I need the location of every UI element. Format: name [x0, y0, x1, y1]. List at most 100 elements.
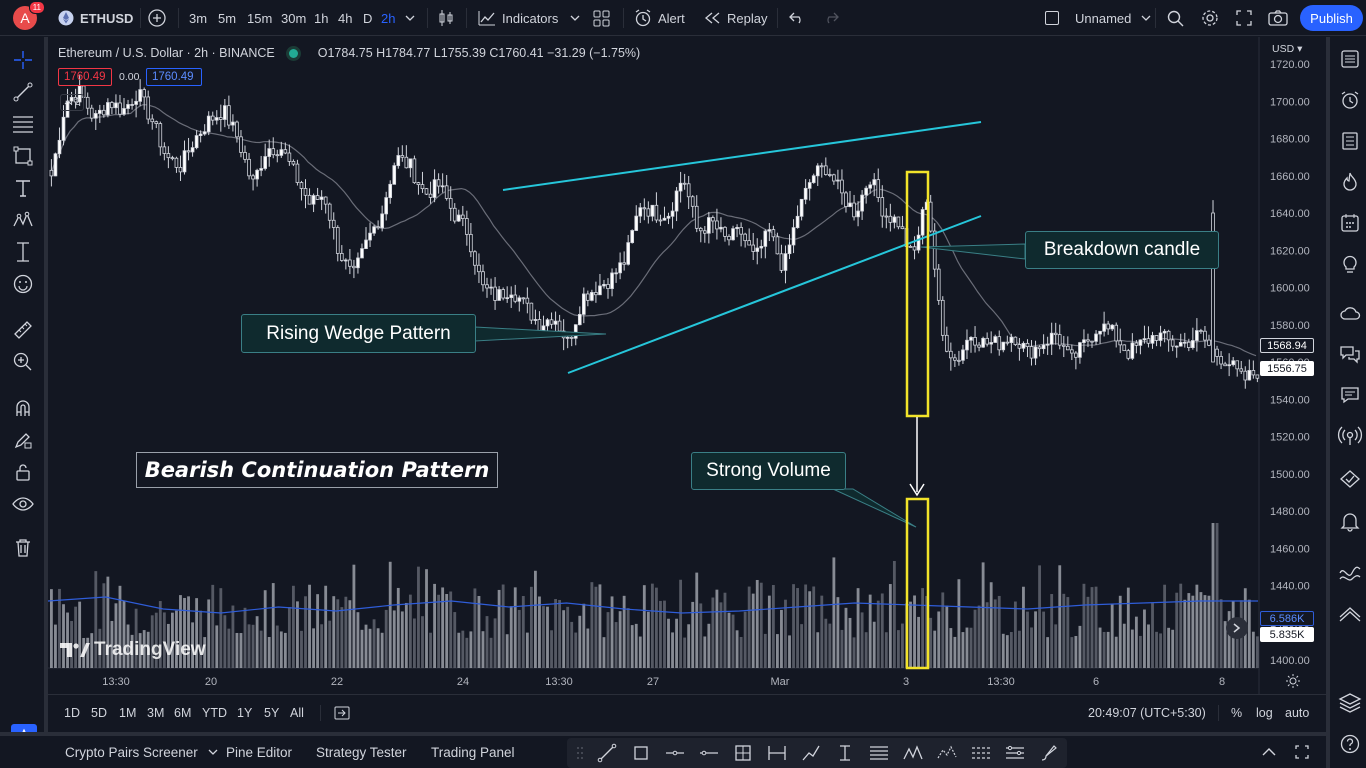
interval-1h[interactable]: 1h [314, 10, 329, 26]
streams-button[interactable] [1336, 299, 1364, 327]
range-ytd[interactable]: YTD [202, 706, 227, 720]
layout-name-button[interactable]: Unnamed [1075, 0, 1151, 36]
chart-settings-button[interactable] [1286, 674, 1300, 693]
chart-type-button[interactable] [438, 0, 454, 36]
fullscreen-button[interactable] [1236, 0, 1252, 36]
range-5y[interactable]: 5Y [264, 706, 280, 720]
hotlists-button[interactable] [1336, 168, 1364, 196]
legend-collapse-button[interactable]: 2 [60, 94, 84, 111]
collapse-panel-button[interactable] [1262, 736, 1276, 768]
screener-button[interactable] [1336, 599, 1364, 627]
fav-horizontal-ray[interactable] [696, 741, 722, 765]
broadcast-button[interactable] [1336, 422, 1364, 450]
redo-button[interactable] [823, 0, 839, 36]
notes-button[interactable] [1336, 381, 1364, 409]
currency-selector[interactable]: USD ▾ [1272, 43, 1303, 55]
trend-line-tool[interactable] [10, 79, 36, 105]
calendar-button[interactable] [1336, 209, 1364, 237]
fib-tool[interactable] [10, 111, 36, 137]
magnet-tool[interactable] [10, 395, 36, 421]
signals-button[interactable] [1336, 465, 1364, 493]
ideas-button[interactable] [1336, 250, 1364, 278]
templates-button[interactable] [593, 0, 610, 36]
fav-fib-retracement[interactable] [866, 741, 892, 765]
range-1y[interactable]: 1Y [237, 706, 253, 720]
fav-crossframe[interactable] [730, 741, 756, 765]
fav-brush[interactable] [1036, 741, 1062, 765]
symbol-search-button[interactable]: ETHUSD [58, 0, 133, 36]
range-1d[interactable]: 1D [64, 706, 80, 720]
lock-drawings-tool[interactable] [10, 459, 36, 485]
interval-30m[interactable]: 30m [281, 10, 307, 26]
interval-3m[interactable]: 3m [189, 10, 208, 26]
alert-button[interactable]: Alert [634, 0, 685, 36]
pine-scripts-button[interactable] [1336, 559, 1364, 587]
auto-scale-toggle[interactable]: auto [1285, 706, 1310, 720]
prediction-tool[interactable] [10, 239, 36, 265]
bearish-continuation-label[interactable]: Bearish Continuation Pattern [136, 452, 498, 488]
interval-dropdown[interactable] [405, 0, 415, 36]
watchlist-button[interactable] [1336, 45, 1364, 73]
price-chart[interactable]: 1720.00 1700.00 1680.00 1660.00 1640.00 1620.… [47, 37, 1326, 694]
range-5d[interactable]: 5D [91, 706, 107, 720]
undo-button[interactable] [789, 0, 805, 36]
range-all[interactable]: All [290, 706, 304, 720]
patterns-tool[interactable] [10, 207, 36, 233]
range-1m[interactable]: 1M [119, 706, 137, 720]
fav-price-range[interactable] [832, 741, 858, 765]
sell-price[interactable]: 1760.49 [58, 68, 112, 86]
layout-toggle-checkbox[interactable] [1045, 0, 1059, 36]
tab-trading-panel[interactable]: Trading Panel [431, 744, 515, 760]
interval-5m[interactable]: 5m [218, 10, 237, 26]
maximize-panel-button[interactable] [1295, 736, 1309, 768]
notifications-button[interactable] [1336, 507, 1364, 535]
fav-xabcd-pattern[interactable] [900, 741, 926, 765]
go-to-date-button[interactable] [334, 695, 350, 731]
interval-d[interactable]: D [363, 10, 373, 26]
user-avatar[interactable]: A 11 [13, 1, 45, 30]
help-button[interactable] [1336, 730, 1364, 758]
rising-wedge-callout[interactable]: Rising Wedge Pattern [241, 314, 476, 353]
snapshot-button[interactable] [1268, 0, 1288, 36]
strong-volume-callout[interactable]: Strong Volume [691, 452, 846, 490]
settings-button[interactable] [1201, 0, 1219, 36]
text-tool[interactable] [10, 175, 36, 201]
drag-handle[interactable] [567, 741, 593, 765]
fav-projection[interactable] [1002, 741, 1028, 765]
fav-horizontal-line[interactable] [662, 741, 688, 765]
fav-rectangle[interactable] [628, 741, 654, 765]
stay-drawing-tool[interactable] [10, 427, 36, 453]
crosshair-tool[interactable] [10, 47, 36, 73]
range-6m[interactable]: 6M [174, 706, 192, 720]
scroll-to-realtime-button[interactable] [1226, 617, 1248, 639]
indicators-button[interactable]: Indicators [478, 0, 580, 36]
compare-symbol-button[interactable] [148, 0, 166, 36]
shapes-tool[interactable] [10, 143, 36, 169]
tab-strategy-tester[interactable]: Strategy Tester [316, 744, 407, 760]
interval-15m[interactable]: 15m [247, 10, 273, 26]
interval-4h[interactable]: 4h [338, 10, 353, 26]
fav-elliott-wave[interactable] [934, 741, 960, 765]
data-window-button[interactable] [1336, 127, 1364, 155]
publish-button[interactable]: Publish [1300, 5, 1363, 31]
hide-drawings-tool[interactable] [10, 491, 36, 517]
percent-scale-toggle[interactable]: % [1231, 706, 1243, 720]
timezone-clock[interactable]: 20:49:07 (UTC+5:30) [1088, 706, 1206, 720]
breakdown-callout[interactable]: Breakdown candle [1025, 231, 1219, 269]
remove-drawings-tool[interactable] [10, 535, 36, 561]
fav-path[interactable] [798, 741, 824, 765]
ruler-tool[interactable] [10, 317, 36, 343]
tab-pine-editor[interactable]: Pine Editor [226, 744, 293, 760]
range-3m[interactable]: 3M [147, 706, 165, 720]
fav-position[interactable] [968, 741, 994, 765]
log-scale-toggle[interactable]: log [1256, 706, 1273, 720]
object-tree-button[interactable] [1336, 688, 1364, 716]
interval-2h[interactable]: 2h [381, 10, 396, 26]
alerts-button[interactable] [1336, 86, 1364, 114]
buy-price[interactable]: 1760.49 [146, 68, 202, 86]
search-button[interactable] [1167, 0, 1184, 36]
chart-pane[interactable]: 1720.00 1700.00 1680.00 1660.00 1640.00 1620.… [47, 37, 1326, 694]
replay-button[interactable]: Replay [704, 0, 767, 36]
zoom-tool[interactable] [10, 349, 36, 375]
fav-date-range[interactable] [764, 741, 790, 765]
